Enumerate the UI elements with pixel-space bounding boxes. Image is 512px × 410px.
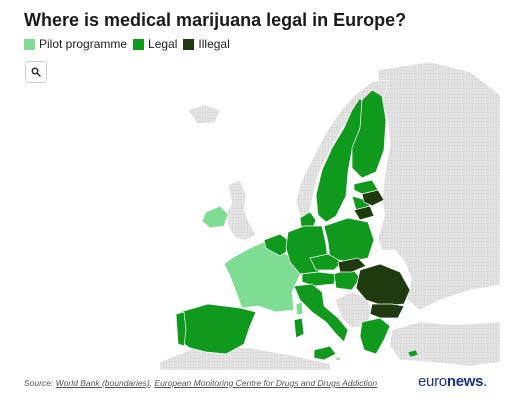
logo-part-news: news <box>446 373 484 390</box>
search-icon <box>31 67 41 77</box>
finland-region[interactable] <box>351 89 387 179</box>
sardinia-region[interactable] <box>293 317 305 339</box>
logo-dot: . <box>483 373 488 390</box>
legend-swatch-legal <box>133 38 145 50</box>
cyprus-region[interactable] <box>407 349 419 358</box>
source-separator: , <box>149 378 155 388</box>
source-link-emcdda[interactable]: European Monitoring Centre for Drugs and… <box>154 378 378 388</box>
source-footer: Source: World Bank (boundaries), Europea… <box>24 378 377 388</box>
sicily-region[interactable] <box>313 345 337 361</box>
slovakia-region[interactable] <box>337 257 367 273</box>
ireland-region[interactable] <box>201 205 229 229</box>
legend: Pilot programme Legal Illegal <box>24 37 236 51</box>
europe-map[interactable] <box>0 55 512 370</box>
source-prefix: Source: <box>24 378 56 388</box>
turkey-region <box>389 321 501 367</box>
source-link-world-bank[interactable]: World Bank (boundaries) <box>55 378 150 388</box>
legend-swatch-illegal <box>183 38 195 50</box>
balkans-region <box>334 291 373 329</box>
poland-region[interactable] <box>323 217 375 263</box>
lithuania-south-region[interactable] <box>353 205 375 221</box>
iceland-region <box>187 104 221 125</box>
uk-region <box>225 179 257 241</box>
czechia-region[interactable] <box>309 253 343 271</box>
search-button[interactable] <box>25 61 47 83</box>
russia-region <box>377 61 501 311</box>
legend-item-pilot[interactable]: Pilot programme <box>24 37 127 51</box>
euronews-logo: euronews. <box>418 373 487 390</box>
italy-region[interactable] <box>293 283 349 343</box>
legend-label-illegal: Illegal <box>198 37 230 51</box>
lithuania-region[interactable] <box>361 189 385 207</box>
romania-region[interactable] <box>355 263 411 307</box>
legend-item-legal[interactable]: Legal <box>133 37 177 51</box>
benelux-region[interactable] <box>263 233 289 257</box>
chart-title: Where is medical marijuana legal in Euro… <box>24 10 407 30</box>
legend-label-pilot: Pilot programme <box>39 37 128 51</box>
bulgaria-region[interactable] <box>369 303 405 319</box>
portugal-region[interactable] <box>175 311 187 347</box>
corsica-region[interactable] <box>295 301 304 316</box>
malta-region[interactable] <box>335 356 341 361</box>
north-africa-region <box>159 345 331 370</box>
logo-part-euro: euro <box>418 373 447 390</box>
greece-region[interactable] <box>359 317 391 355</box>
iberia-region[interactable] <box>177 303 257 355</box>
legend-swatch-pilot <box>24 38 35 50</box>
legend-label-legal: Legal <box>148 37 178 51</box>
austria-region[interactable] <box>301 271 337 287</box>
legend-item-illegal[interactable]: Illegal <box>183 37 230 51</box>
